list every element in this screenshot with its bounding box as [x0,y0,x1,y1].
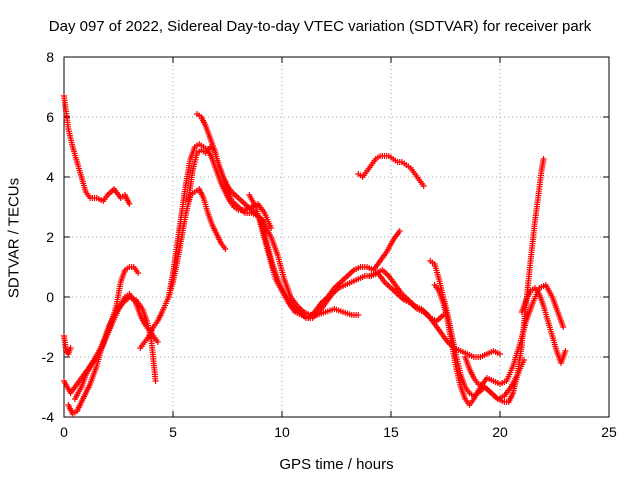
data-point [126,201,133,207]
x-tick-label: 0 [60,424,68,440]
data-point [154,339,161,345]
data-point [420,183,427,189]
y-tick-label: 8 [46,49,54,65]
x-tick-label: 20 [492,424,508,440]
y-tick-label: 0 [46,289,54,305]
data-point [268,225,275,231]
series-track-1 [61,93,133,207]
data-point [135,270,142,276]
series-track-15 [431,282,567,408]
series-track-13 [366,267,503,360]
x-tick-label: 5 [169,424,177,440]
data-point [560,324,567,330]
series-track-16 [462,156,547,405]
x-tick-label: 25 [601,424,617,440]
x-axis-label: GPS time / hours [279,456,394,473]
series-track-2 [61,333,74,357]
series-track-12 [355,153,427,189]
y-tick-label: -4 [42,409,55,425]
data-point [497,351,503,357]
chart-title: Day 097 of 2022, Sidereal Day-to-day VTE… [48,18,592,35]
series-track-3 [61,264,142,396]
series-track-17 [518,285,569,366]
data-point [540,156,547,162]
y-axis-label: SDTVAR / TECUs [5,177,23,299]
data-point [355,312,362,318]
data-point [396,228,403,234]
data-point [67,345,74,351]
x-tick-label: 15 [383,424,399,440]
data-point [152,378,159,384]
data-point [222,246,229,252]
data-point [562,348,569,354]
y-tick-label: 6 [46,109,54,125]
y-tick-label: -2 [42,349,55,365]
series-track-9 [193,111,362,318]
x-tick-label: 10 [274,424,290,440]
y-tick-label: 2 [46,229,54,245]
y-tick-label: 4 [46,169,54,185]
